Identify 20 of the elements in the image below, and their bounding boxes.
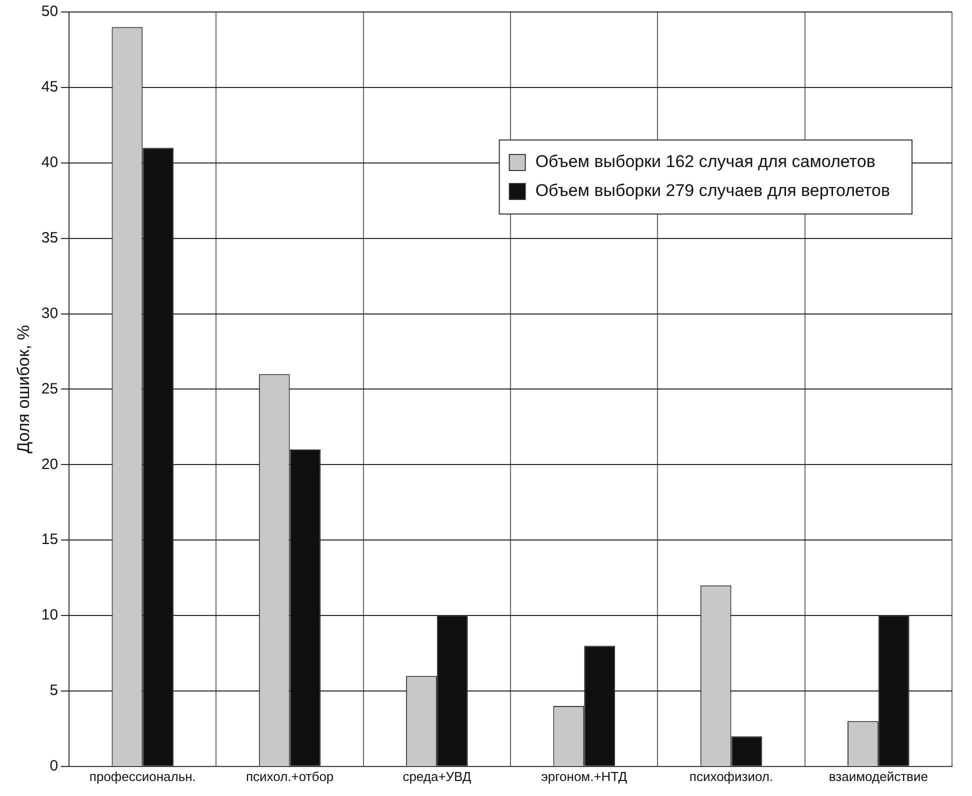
y-tick-label: 5: [50, 682, 58, 700]
y-tick-label: 20: [41, 456, 58, 473]
x-tick-label: профессиональн.: [89, 768, 196, 784]
y-tick-label: 0: [50, 758, 58, 775]
y-tick-label: 35: [41, 229, 58, 246]
y-tick-label: 50: [41, 3, 58, 20]
x-tick-label: эргоном.+НТД: [541, 768, 628, 784]
legend-label: Объем выборки 162 случая для самолетов: [535, 152, 876, 172]
x-tick-label: среда+УВД: [402, 768, 472, 784]
y-tick-label: 45: [41, 78, 58, 96]
y-tick-label: 30: [41, 304, 58, 322]
x-tick-label: психофизиол.: [689, 768, 774, 784]
x-tick-label: психол.+отбор: [246, 768, 334, 784]
x-tick-label: взаимодействие: [828, 768, 928, 784]
y-tick-label: 25: [41, 380, 58, 398]
y-tick-label: 40: [41, 154, 58, 172]
y-tick-label: 10: [41, 606, 58, 624]
y-axis-title: Доля ошибок, %: [14, 324, 33, 454]
legend-label: Объем выборки 279 случаев для вертолетов: [535, 181, 890, 200]
y-tick-label: 15: [41, 531, 58, 548]
